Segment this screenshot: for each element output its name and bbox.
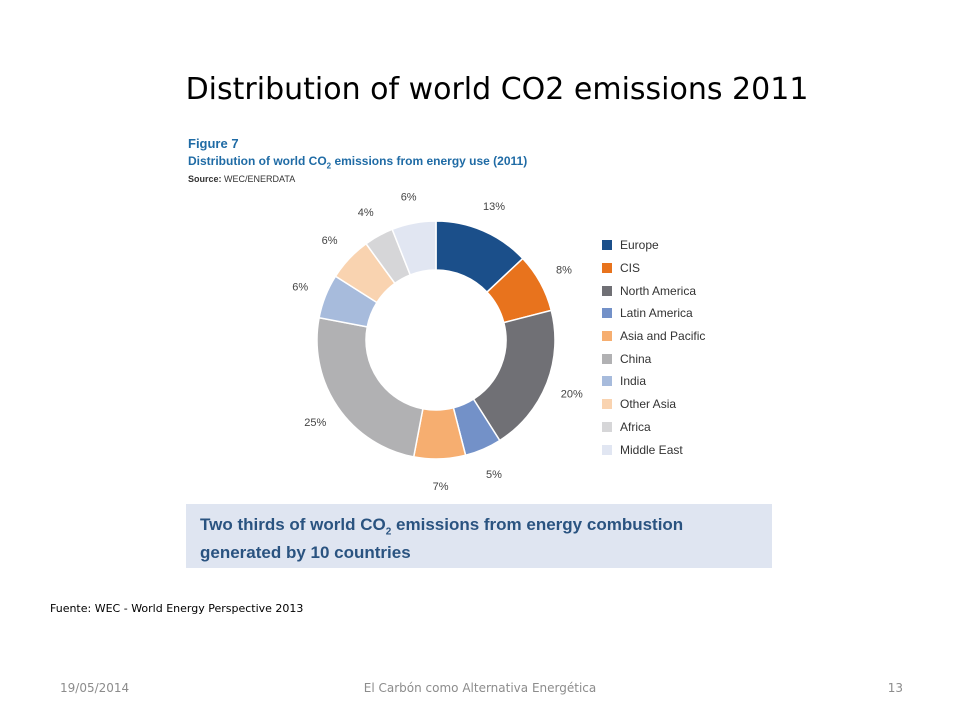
summary-banner: Two thirds of world CO2 emissions from e… [186, 504, 772, 568]
chart-legend: Europe CIS North America Latin America Asia … [602, 234, 705, 461]
data-label-china: 25% [304, 417, 326, 429]
slice-china [316, 316, 424, 458]
legend-label: Other Asia [620, 397, 677, 412]
legend-item-europe: Europe [602, 234, 705, 257]
banner-text-end: emissions from energy combustion [391, 515, 684, 534]
data-label-cis: 8% [556, 265, 572, 277]
legend-label: Latin America [620, 306, 693, 321]
data-label-latin-america: 5% [486, 469, 502, 481]
data-label-north-america: 20% [561, 389, 583, 401]
slice-middle-east [391, 220, 437, 276]
legend-swatch [602, 399, 612, 410]
legend-item-africa: Africa [602, 416, 705, 439]
data-label-africa: 4% [358, 207, 374, 219]
legend-swatch [602, 421, 612, 432]
footer-date: 19/05/2014 [60, 681, 130, 695]
footer-title: El Carbón como Alternativa Energética [363, 681, 597, 695]
caption-text-end: emissions from energy use (2011) [331, 154, 528, 168]
legend-item-north-america: North America [602, 279, 705, 302]
data-label-europe: 13% [483, 201, 505, 213]
page-number: 13 [887, 681, 903, 695]
figure-panel: Figure 7 Distribution of world CO2 emiss… [186, 132, 772, 568]
donut-chart: 13% 8% 20% 5% 7% 25% 6% 6% 4% 6% [292, 192, 583, 493]
figure-label: Figure 7 [188, 136, 239, 151]
legend-item-china: China [602, 347, 705, 370]
legend-item-india: India [602, 370, 705, 393]
legend-item-cis: CIS [602, 257, 705, 280]
legend-label: Middle East [620, 442, 683, 457]
banner-line-2: generated by 10 countries [200, 543, 411, 563]
legend-item-asia-and-pacific: Asia and Pacific [602, 325, 705, 348]
legend-item-latin-america: Latin America [602, 302, 705, 325]
source-value: WEC/ENERDATA [224, 174, 296, 184]
legend-label: North America [620, 283, 697, 298]
data-label-other-asia: 6% [322, 235, 338, 247]
caption-text: Distribution of world CO [188, 154, 327, 168]
legend-swatch [602, 376, 612, 387]
legend-swatch [602, 263, 612, 274]
caption-subscript: 2 [326, 161, 332, 171]
legend-item-other-asia: Other Asia [602, 393, 705, 416]
data-label-asia-and-pacific: 7% [433, 481, 449, 493]
legend-label: Africa [620, 419, 651, 434]
figure-caption: Distribution of world CO2 emissions from… [188, 154, 527, 170]
legend-label: China [620, 351, 652, 366]
legend-swatch [602, 240, 612, 251]
banner-line-1: Two thirds of world CO2 emissions from e… [200, 514, 772, 542]
figure-source: Source: WEC/ENERDATA [188, 174, 295, 184]
legend-swatch [602, 353, 612, 364]
source-note: Fuente: WEC - World Energy Perspective 2… [50, 602, 304, 615]
legend-label: Asia and Pacific [620, 329, 706, 344]
banner-subscript: 2 [385, 526, 392, 538]
legend-swatch [602, 331, 612, 342]
data-label-middle-east: 6% [401, 192, 417, 204]
legend-swatch [602, 444, 612, 455]
slide-title: Distribution of world CO2 emissions 2011 [185, 72, 809, 107]
legend-label: Europe [620, 238, 659, 253]
source-label: Source: [188, 174, 222, 184]
legend-item-middle-east: Middle East [602, 438, 705, 461]
legend-swatch [602, 308, 612, 319]
banner-text: Two thirds of world CO [200, 515, 386, 534]
legend-label: CIS [620, 261, 641, 276]
legend-swatch [602, 285, 612, 296]
legend-label: India [620, 374, 647, 389]
data-label-india: 6% [292, 281, 308, 293]
